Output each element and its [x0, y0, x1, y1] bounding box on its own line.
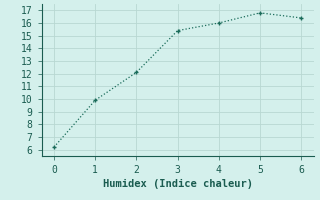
X-axis label: Humidex (Indice chaleur): Humidex (Indice chaleur): [103, 179, 252, 189]
